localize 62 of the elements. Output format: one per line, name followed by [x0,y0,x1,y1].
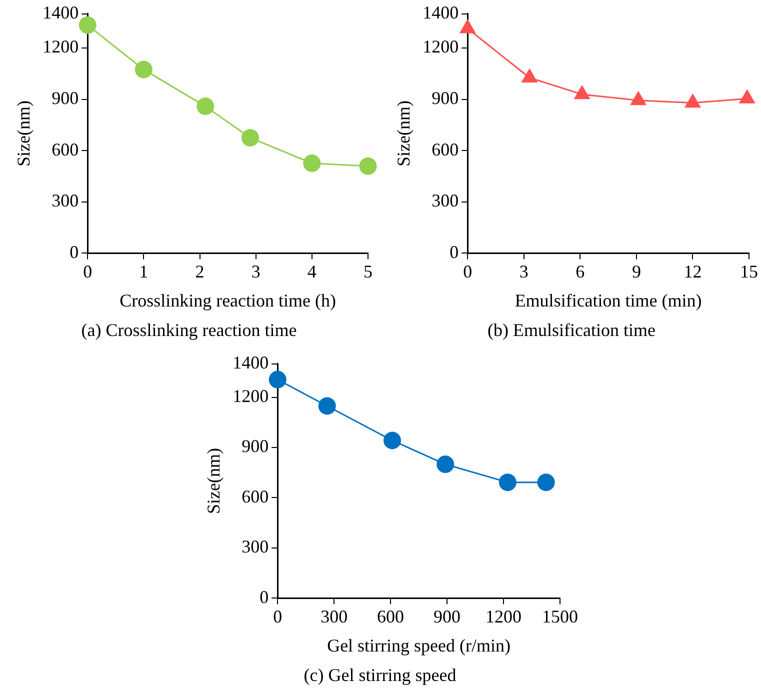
x-tick-label: 1200 [486,606,522,627]
point [384,432,402,450]
point [630,92,646,106]
point [78,16,96,34]
y-tick-label: 900 [52,88,79,108]
y-axis-title: Size(nm) [394,100,414,166]
x-tick-label: 0 [463,262,472,282]
point [303,154,321,172]
y-tick-label: 0 [260,586,269,607]
y-tick-label: 600 [432,139,459,160]
y-tick-label: 600 [242,486,269,506]
point [268,370,286,388]
x-axis-title: Crosslinking reaction time (h) [120,290,336,310]
point [498,474,516,492]
y-tick-label: 900 [242,436,269,456]
x-tick-label: 12 [684,262,702,282]
y-axis-title: Size(nm) [14,100,34,166]
y-tick-label: 1400 [42,2,79,23]
y-tick-label: 1400 [422,2,459,23]
y-tick-label: 1200 [232,386,269,406]
y-tick-label: 900 [432,88,459,108]
x-tick-label: 15 [740,262,758,282]
text: (b) Emulsification time [488,320,656,340]
y-tick-label: 1200 [42,36,79,57]
point [436,456,454,474]
point [685,94,700,108]
point [739,90,755,104]
text: (c) Gel stirring speed [304,664,456,685]
x-axis-title: Gel stirring speed (r/min) [327,635,511,656]
x-tick-label: 9 [632,262,641,282]
point [241,129,259,147]
point [359,157,377,175]
y-tick-label: 300 [242,536,269,557]
x-tick-label: 1 [139,262,148,282]
x-tick-label: 2 [195,262,204,282]
x-tick-label: 0 [83,262,92,282]
point [522,69,538,83]
point [460,20,476,34]
x-tick-label: 300 [320,606,348,627]
point [574,86,590,100]
x-axis-title: Emulsification time (min) [514,290,702,310]
text: (a) Crosslinking reaction time [81,320,297,340]
x-tick-label: 3 [251,262,260,282]
y-tick-label: 1400 [232,352,269,373]
y-tick-label: 0 [450,242,459,262]
y-tick-label: 0 [70,242,79,262]
y-tick-label: 1200 [422,36,459,57]
y-axis-title: Size(nm) [204,448,224,514]
y-tick-label: 300 [432,190,459,211]
x-tick-label: 4 [307,262,316,282]
x-tick-label: 5 [364,262,372,282]
y-tick-label: 600 [52,139,79,160]
x-tick-label: 6 [576,262,585,282]
x-tick-label: 600 [377,606,404,627]
point [318,397,336,415]
y-tick-label: 300 [52,190,79,211]
x-tick-label: 1500 [542,606,578,627]
point [134,60,152,78]
point [537,474,555,492]
point [196,98,214,116]
x-tick-label: 3 [519,262,528,282]
x-tick-label: 0 [273,606,282,627]
